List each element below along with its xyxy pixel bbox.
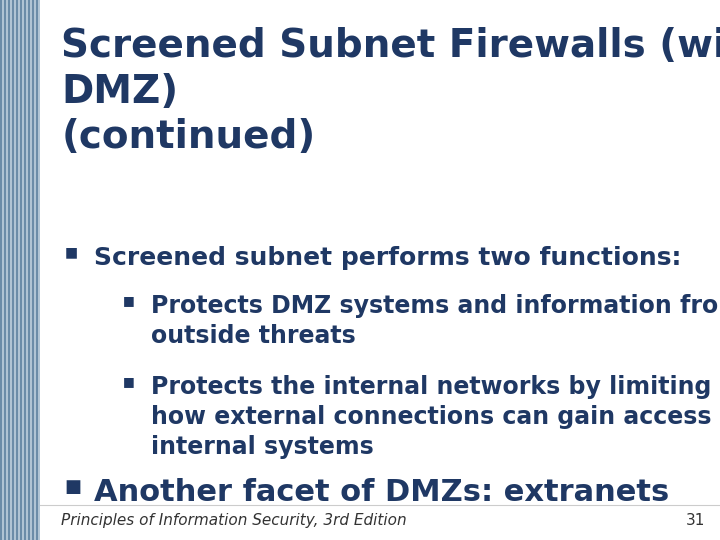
Bar (16, 0, 18, 540)
Bar (12, 0, 14, 540)
Bar (24, 0, 26, 540)
Bar (34, 0, 36, 540)
Bar (32, 0, 34, 540)
Text: ■: ■ (122, 375, 134, 388)
Bar (0, 0, 2, 540)
Text: Another facet of DMZs: extranets: Another facet of DMZs: extranets (94, 478, 669, 507)
Bar (22, 0, 24, 540)
Bar (8, 0, 10, 540)
Text: ■: ■ (65, 246, 78, 260)
Bar (26, 0, 27, 540)
Text: Screened Subnet Firewalls (with
DMZ)
(continued): Screened Subnet Firewalls (with DMZ) (co… (61, 27, 720, 156)
Bar (2, 0, 4, 540)
Bar (18, 0, 19, 540)
Text: ■: ■ (65, 478, 82, 496)
Text: Screened subnet performs two functions:: Screened subnet performs two functions: (94, 246, 681, 269)
Text: ■: ■ (122, 294, 134, 307)
Text: Principles of Information Security, 3rd Edition: Principles of Information Security, 3rd … (61, 513, 407, 528)
Text: 31: 31 (686, 513, 706, 528)
Bar (27, 0, 30, 540)
Bar (35, 0, 37, 540)
Bar (19, 0, 22, 540)
Bar (6, 0, 8, 540)
Text: Protects the internal networks by limiting
how external connections can gain acc: Protects the internal networks by limiti… (151, 375, 720, 458)
Bar (4, 0, 6, 540)
Bar (30, 0, 32, 540)
Bar (10, 0, 12, 540)
Bar (37, 0, 40, 540)
Bar (14, 0, 16, 540)
Text: Protects DMZ systems and information from
outside threats: Protects DMZ systems and information fro… (151, 294, 720, 348)
